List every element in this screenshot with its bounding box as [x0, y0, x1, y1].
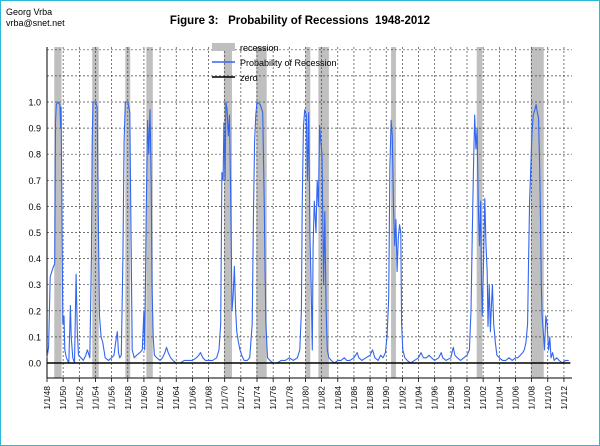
x-tick-label: 1/1/80 — [300, 386, 310, 410]
x-tick-label: 1/1/96 — [430, 386, 440, 410]
y-tick-label: 0.5 — [28, 228, 41, 238]
x-tick-label: 1/1/92 — [397, 386, 407, 410]
recession-band — [256, 47, 267, 378]
x-tick-label: 1/1/48 — [42, 386, 52, 410]
y-tick-label: 0.9 — [28, 124, 41, 134]
y-tick-label: 0.3 — [28, 280, 41, 290]
legend-swatch-recession — [212, 43, 235, 51]
x-tick-label: 1/1/74 — [252, 386, 262, 410]
x-tick-label: 1/1/00 — [462, 386, 472, 410]
y-tick-label: 0.7 — [28, 176, 41, 186]
x-tick-label: 1/1/02 — [478, 386, 488, 410]
x-tick-label: 1/1/78 — [284, 386, 294, 410]
recession-band — [318, 47, 329, 378]
recession-band — [223, 47, 232, 378]
chart-title: Figure 3: Probability of Recessions 1948… — [169, 15, 431, 27]
legend-label: recession — [240, 43, 279, 53]
y-tick-label: 0.4 — [28, 254, 41, 264]
recession-band — [54, 47, 62, 378]
legend: recession Probability of Recession zero — [212, 43, 337, 83]
x-tick-label: 1/1/90 — [381, 386, 391, 410]
x-tick-label: 1/1/68 — [204, 386, 214, 410]
legend-label: Probability of Recession — [240, 58, 337, 68]
x-tick-label: 1/1/04 — [494, 386, 504, 410]
recession-band — [476, 47, 483, 378]
x-tick-label: 1/1/08 — [527, 386, 537, 410]
x-tick-label: 1/1/64 — [171, 386, 181, 410]
legend-label: zero — [240, 73, 258, 83]
gridlines — [46, 47, 572, 378]
y-tick-label: 0.1 — [28, 332, 41, 342]
y-tick-label: 1.0 — [28, 98, 41, 108]
author-credit: Georg Vrba vrba@snet.net — [6, 7, 65, 29]
x-tick-label: 1/1/56 — [107, 386, 117, 410]
tick-labels: 0.0 0.1 0.2 0.3 0.4 0.5 0.6 0.7 0.8 0.9 1.0 1/1/48 1… — [28, 98, 568, 410]
x-tick-label: 1/1/06 — [510, 386, 520, 410]
x-tick-label: 1/1/50 — [58, 386, 68, 410]
axes — [46, 47, 572, 382]
x-tick-label: 1/1/98 — [446, 386, 456, 410]
series-lines — [46, 101, 571, 364]
x-tick-label: 1/1/54 — [90, 386, 100, 410]
y-tick-label: 0.0 — [28, 359, 41, 369]
x-tick-label: 1/1/66 — [187, 386, 197, 410]
x-tick-label: 1/1/84 — [333, 386, 343, 410]
y-tick-label: 0.2 — [28, 306, 41, 316]
probability-line — [46, 101, 569, 364]
x-tick-label: 1/1/52 — [74, 386, 84, 410]
y-tick-label: 0.8 — [28, 150, 41, 160]
x-tick-label: 1/1/10 — [543, 386, 553, 410]
recession-band — [146, 47, 153, 378]
author-email: vrba@snet.net — [6, 18, 65, 28]
x-tick-label: 1/1/12 — [559, 386, 569, 410]
x-tick-label: 1/1/94 — [414, 386, 424, 410]
x-tick-label: 1/1/82 — [317, 386, 327, 410]
x-tick-label: 1/1/58 — [123, 386, 133, 410]
author-name: Georg Vrba — [6, 7, 53, 17]
y-tick-label: 0.6 — [28, 202, 41, 212]
x-tick-label: 1/1/76 — [268, 386, 278, 410]
x-tick-label: 1/1/88 — [365, 386, 375, 410]
x-tick-label: 1/1/60 — [139, 386, 149, 410]
x-tick-label: 1/1/86 — [349, 386, 359, 410]
recession-band — [305, 47, 311, 378]
recession-band — [530, 47, 544, 378]
x-tick-label: 1/1/62 — [155, 386, 165, 410]
x-tick-label: 1/1/70 — [220, 386, 230, 410]
x-tick-label: 1/1/72 — [236, 386, 246, 410]
